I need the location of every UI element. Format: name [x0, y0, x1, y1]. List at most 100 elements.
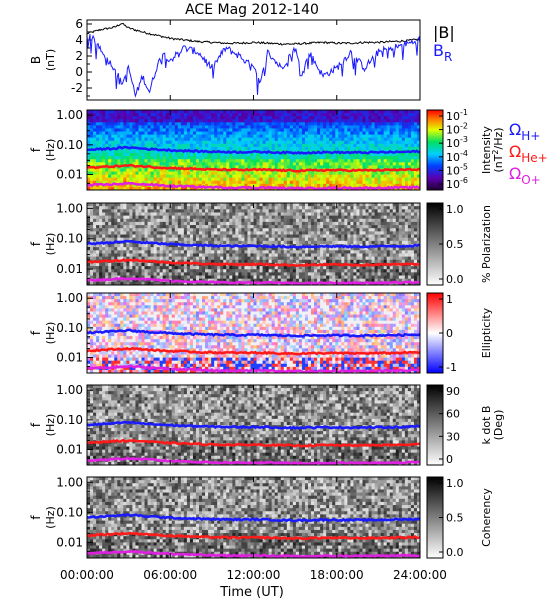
heatmap-cell [347, 135, 350, 138]
heatmap-cell [160, 116, 163, 119]
heatmap-cell [372, 178, 375, 181]
heatmap-cell [111, 119, 114, 122]
heatmap-cell [293, 219, 296, 223]
heatmap-cell [235, 132, 238, 135]
heatmap-cell [99, 244, 102, 248]
heatmap-cell [408, 235, 411, 239]
heatmap-cell [202, 132, 205, 135]
heatmap-cell [353, 141, 356, 144]
heatmap-cell [132, 222, 135, 226]
heatmap-cell [344, 128, 347, 131]
heatmap-cell [108, 209, 111, 213]
heatmap-cell [160, 253, 163, 257]
heatmap-cell [151, 119, 154, 122]
heatmap-cell [87, 238, 90, 242]
heatmap-cell [241, 172, 244, 175]
heatmap-cell [126, 156, 129, 159]
heatmap-cell [359, 225, 362, 229]
heatmap-cell [266, 253, 269, 257]
heatmap-cell [269, 212, 272, 216]
heatmap-cell [387, 241, 390, 245]
heatmap-cell [287, 125, 290, 128]
heatmap-cell [399, 238, 402, 242]
heatmap-cell [232, 110, 235, 113]
heatmap-cell [166, 231, 169, 235]
heatmap-cell [241, 128, 244, 131]
heatmap-cell [308, 225, 311, 229]
heatmap-cell [223, 219, 226, 223]
heatmap-cell [250, 250, 253, 254]
heatmap-cell [102, 216, 105, 220]
heatmap-cell [269, 181, 272, 184]
heatmap-cell [272, 156, 275, 159]
heatmap-cell [90, 209, 93, 213]
heatmap-cell [320, 144, 323, 147]
heatmap-cell [278, 138, 281, 141]
heatmap-cell [205, 203, 208, 207]
heatmap-cell [272, 138, 275, 141]
heatmap-cell [299, 132, 302, 135]
heatmap-cell [154, 238, 157, 242]
heatmap-cell [414, 172, 417, 175]
heatmap-cell [359, 253, 362, 257]
heatmap-cell [169, 135, 172, 138]
heatmap-cell [402, 153, 405, 156]
heatmap-cell [350, 250, 353, 254]
heatmap-cell [341, 231, 344, 235]
heatmap-cell [308, 144, 311, 147]
heatmap-cell [202, 219, 205, 223]
heatmap-cell [359, 141, 362, 144]
heatmap-cell [411, 175, 414, 178]
heatmap-cell [217, 238, 220, 242]
heatmap-cell [254, 228, 257, 232]
heatmap-cell [205, 122, 208, 125]
heatmap-cell [287, 212, 290, 216]
heatmap-cell [190, 250, 193, 254]
heatmap-cell [314, 132, 317, 135]
heatmap-cell [341, 159, 344, 162]
heatmap-cell [359, 175, 362, 178]
heatmap-cell [378, 116, 381, 119]
heatmap-cell [275, 216, 278, 220]
heatmap-cell [290, 138, 293, 141]
heatmap-cell [202, 116, 205, 119]
heatmap-cell [229, 219, 232, 223]
heatmap-cell [105, 159, 108, 162]
heatmap-cell [205, 110, 208, 113]
heatmap-cell [317, 147, 320, 150]
heatmap-cell [132, 122, 135, 125]
heatmap-cell [202, 222, 205, 226]
heatmap-cell [296, 175, 299, 178]
heatmap-cell [356, 181, 359, 184]
heatmap-cell [126, 219, 129, 223]
heatmap-cell [93, 247, 96, 251]
heatmap-cell [359, 113, 362, 116]
heatmap-cell [214, 172, 217, 175]
heatmap-cell [202, 144, 205, 147]
heatmap-cell [196, 212, 199, 216]
heatmap-cell [193, 125, 196, 128]
heatmap-cell [362, 203, 365, 207]
heatmap-cell [157, 212, 160, 216]
heatmap-cell [329, 122, 332, 125]
heatmap-cell [129, 116, 132, 119]
heatmap-cell [166, 132, 169, 135]
heatmap-cell [275, 141, 278, 144]
heatmap-cell [126, 135, 129, 138]
heatmap-cell [108, 144, 111, 147]
heatmap-cell [362, 206, 365, 210]
heatmap-cell [263, 119, 266, 122]
heatmap-cell [114, 175, 117, 178]
heatmap-cell [160, 122, 163, 125]
heatmap-cell [172, 116, 175, 119]
heatmap-cell [272, 125, 275, 128]
heatmap-cell [220, 116, 223, 119]
heatmap-cell [305, 159, 308, 162]
heatmap-cell [87, 125, 90, 128]
heatmap-cell [314, 257, 317, 261]
heatmap-cell [120, 125, 123, 128]
heatmap-cell [405, 228, 408, 232]
heatmap-cell [208, 231, 211, 235]
heatmap-cell [141, 228, 144, 232]
heatmap-cell [302, 228, 305, 232]
